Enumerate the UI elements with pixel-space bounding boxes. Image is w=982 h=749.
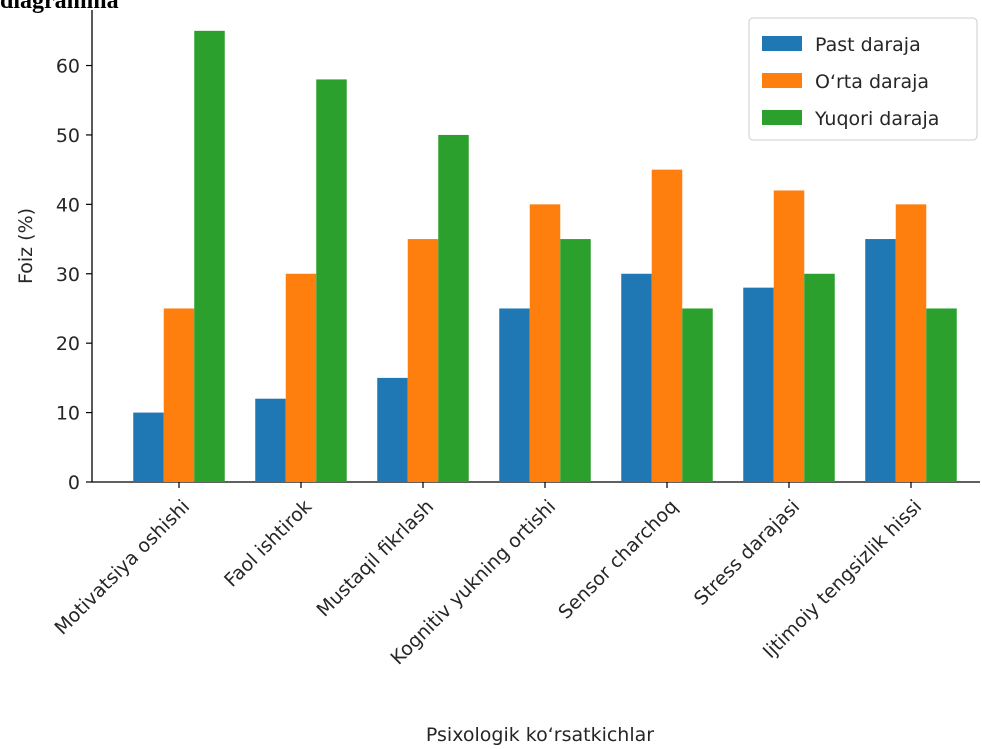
x-tick-label: Motivatsiya oshishi bbox=[50, 496, 194, 640]
bar-past bbox=[133, 412, 164, 482]
bar-yuqori bbox=[682, 308, 713, 482]
legend-label: Yuqori daraja bbox=[814, 108, 939, 130]
y-tick-label: 40 bbox=[56, 194, 80, 216]
y-tick-label: 0 bbox=[68, 472, 80, 494]
bar-orta bbox=[529, 204, 561, 482]
x-tick-label: Stress darajasi bbox=[690, 496, 804, 610]
bar-orta bbox=[407, 239, 439, 482]
bar-yuqori bbox=[560, 239, 591, 482]
bar-orta bbox=[163, 308, 195, 482]
x-tick-labels: Motivatsiya oshishi Faol ishtirokMustaqil… bbox=[50, 482, 926, 669]
y-tick-label: 10 bbox=[56, 403, 80, 425]
y-tick-label: 50 bbox=[56, 125, 80, 147]
legend: Past daraja O‘rta daraja Yuqori daraja bbox=[748, 17, 978, 141]
bar-past bbox=[377, 377, 408, 482]
legend-swatch bbox=[762, 110, 802, 125]
bar-orta bbox=[285, 273, 317, 482]
bar-past bbox=[743, 287, 774, 482]
x-tick-label: Mustaqil fikrlash bbox=[312, 496, 438, 622]
y-tick-label: 60 bbox=[56, 56, 80, 78]
bar-yuqori bbox=[438, 134, 469, 483]
bar-orta bbox=[895, 204, 927, 482]
page-header-text: diagramma bbox=[0, 0, 119, 14]
x-tick-label: Faol ishtirok bbox=[220, 496, 316, 592]
y-tick-label: 20 bbox=[56, 333, 80, 355]
legend-swatch bbox=[762, 73, 802, 88]
bar-yuqori bbox=[316, 79, 347, 482]
x-axis-label: Psixologik ko‘rsatkichlar bbox=[426, 724, 654, 746]
bar-past bbox=[621, 273, 652, 482]
x-tick-label: Sensor charchoq bbox=[554, 496, 682, 624]
legend-label: O‘rta daraja bbox=[815, 71, 929, 93]
bar-past bbox=[865, 239, 896, 482]
bar-yuqori bbox=[804, 273, 835, 482]
legend-frame bbox=[748, 17, 978, 141]
legend-swatch bbox=[762, 36, 802, 51]
y-axis-label: Foiz (%) bbox=[15, 208, 37, 284]
bars-group bbox=[133, 30, 957, 483]
bar-yuqori bbox=[194, 30, 225, 483]
bar-orta bbox=[773, 190, 805, 482]
bar-past bbox=[499, 308, 530, 482]
bar-orta bbox=[651, 169, 683, 482]
bar-past bbox=[255, 398, 286, 482]
bar-yuqori bbox=[926, 308, 957, 482]
legend-label: Past daraja bbox=[815, 34, 921, 56]
y-tick-label: 30 bbox=[56, 264, 80, 286]
y-tick-labels: 0 10 20 30 40 50 60 bbox=[56, 56, 92, 494]
